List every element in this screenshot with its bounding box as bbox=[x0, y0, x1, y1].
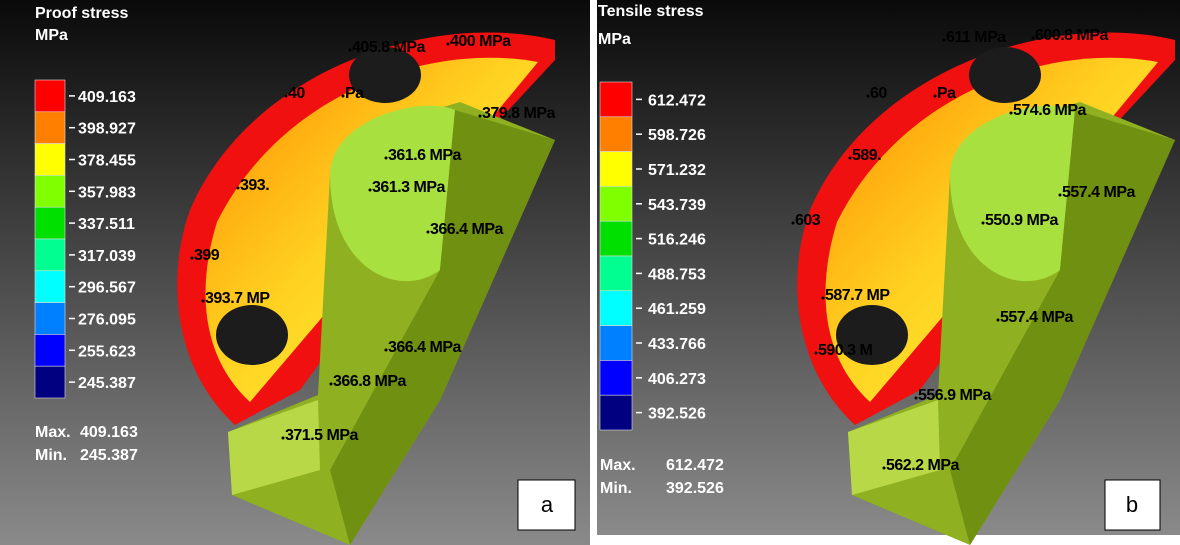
panel-letter: b bbox=[1126, 492, 1138, 517]
stress-annotation: 405.8 MPa bbox=[352, 39, 425, 56]
legend-swatch bbox=[35, 366, 65, 398]
legend-value: 543.739 bbox=[648, 197, 706, 214]
legend-title: Proof stress bbox=[35, 5, 128, 22]
min-value: 392.526 bbox=[666, 480, 724, 497]
stress-annotation: 590.3 M bbox=[818, 342, 872, 359]
legend-swatch bbox=[600, 256, 632, 291]
stress-annotation: 600.8 MPa bbox=[1035, 27, 1108, 44]
legend-swatch bbox=[600, 360, 632, 395]
legend-value: 357.983 bbox=[78, 184, 136, 201]
stress-annotation: 366.8 MPa bbox=[333, 373, 406, 390]
panel-letter: a bbox=[541, 492, 554, 517]
stress-annotation: Pa bbox=[937, 85, 956, 102]
stress-annotation: 589. bbox=[852, 147, 881, 164]
max-value: 612.472 bbox=[666, 457, 724, 474]
legend-swatch bbox=[35, 207, 65, 239]
figure: Proof stress MPa 409.163 398.927 378.455 357.… bbox=[0, 0, 1180, 545]
legend-swatch bbox=[35, 303, 65, 335]
legend-swatch bbox=[35, 271, 65, 303]
legend-unit: MPa bbox=[598, 31, 631, 48]
legend-value: 488.753 bbox=[648, 266, 706, 283]
stress-annotation: 562.2 MPa bbox=[886, 457, 959, 474]
stress-annotation: 393.7 MP bbox=[205, 290, 270, 307]
stress-annotation: 60 bbox=[870, 85, 887, 102]
legend-swatch bbox=[35, 334, 65, 366]
stress-annotation: 379.8 MPa bbox=[482, 105, 555, 122]
legend-value: 406.273 bbox=[648, 371, 706, 388]
max-label: Max. bbox=[35, 424, 71, 441]
stress-annotation: 361.3 MPa bbox=[372, 179, 445, 196]
legend-value: 255.623 bbox=[78, 343, 136, 360]
legend-value: 409.163 bbox=[78, 89, 136, 106]
legend-value: 516.246 bbox=[648, 232, 706, 249]
legend-value: 378.455 bbox=[78, 153, 136, 170]
stress-annotation: 361.6 MPa bbox=[388, 147, 461, 164]
legend-swatch bbox=[600, 221, 632, 256]
legend-title: Tensile stress bbox=[598, 3, 704, 20]
max-value: 409.163 bbox=[80, 424, 138, 441]
stress-annotation: 40 bbox=[288, 85, 305, 102]
min-label: Min. bbox=[600, 480, 632, 497]
legend-value: 317.039 bbox=[78, 248, 136, 265]
stress-annotation: 611 MPa bbox=[946, 29, 1006, 46]
legend-value: 571.232 bbox=[648, 162, 706, 179]
legend-value: 398.927 bbox=[78, 121, 136, 138]
legend-swatch bbox=[35, 239, 65, 271]
stress-annotation: Pa bbox=[345, 85, 364, 102]
stress-annotation: 371.5 MPa bbox=[285, 427, 358, 444]
stress-annotation: 550.9 MPa bbox=[985, 212, 1058, 229]
legend-value: 433.766 bbox=[648, 336, 706, 353]
stress-annotation: 393. bbox=[240, 177, 269, 194]
legend-swatch bbox=[600, 82, 632, 117]
legend-swatch bbox=[35, 175, 65, 207]
stress-annotation: 557.4 MPa bbox=[1062, 184, 1135, 201]
legend-value: 612.472 bbox=[648, 92, 706, 109]
max-label: Max. bbox=[600, 457, 636, 474]
legend-value: 276.095 bbox=[78, 312, 136, 329]
stress-annotation: 366.4 MPa bbox=[430, 221, 503, 238]
min-label: Min. bbox=[35, 447, 67, 464]
legend-swatch bbox=[35, 112, 65, 144]
stress-annotation: 400 MPa bbox=[450, 33, 511, 50]
legend-swatch bbox=[600, 326, 632, 361]
stress-annotation: 557.4 MPa bbox=[1000, 309, 1073, 326]
stress-annotation: 556.9 MPa bbox=[918, 387, 991, 404]
legend-swatch bbox=[35, 80, 65, 112]
legend-value: 245.387 bbox=[78, 375, 136, 392]
legend-swatch bbox=[600, 395, 632, 430]
legend-value: 392.526 bbox=[648, 406, 706, 423]
legend-value: 598.726 bbox=[648, 127, 706, 144]
min-value: 245.387 bbox=[80, 447, 138, 464]
legend-value: 296.567 bbox=[78, 280, 136, 297]
legend-unit: MPa bbox=[35, 27, 68, 44]
legend-swatch bbox=[600, 186, 632, 221]
stress-annotation: 399 bbox=[194, 247, 220, 264]
legend-value: 337.511 bbox=[78, 216, 135, 233]
stress-annotation: 366.4 MPa bbox=[388, 339, 461, 356]
stress-annotation: 587.7 MP bbox=[825, 287, 890, 304]
legend-swatch bbox=[600, 117, 632, 152]
stress-annotation: 574.6 MPa bbox=[1013, 102, 1086, 119]
stress-annotation: 603 bbox=[795, 212, 821, 229]
legend-swatch bbox=[600, 291, 632, 326]
legend-swatch bbox=[35, 144, 65, 176]
legend-swatch bbox=[600, 152, 632, 187]
legend-value: 461.259 bbox=[648, 301, 706, 318]
